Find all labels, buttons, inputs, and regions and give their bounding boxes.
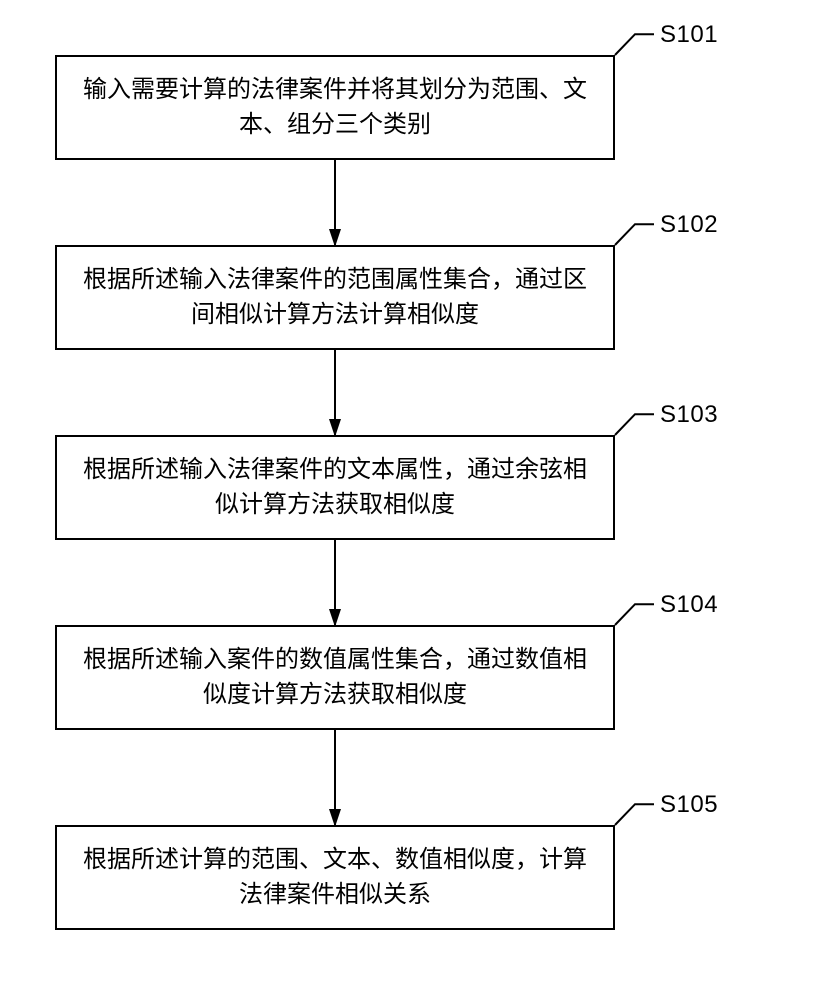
flow-step-S104: 根据所述输入案件的数值属性集合，通过数值相似度计算方法获取相似度 — [55, 625, 615, 730]
flow-step-text: 输入需要计算的法律案件并将其划分为范围、文本、组分三个类别 — [81, 73, 589, 143]
flow-step-S102: 根据所述输入法律案件的范围属性集合，通过区间相似计算方法计算相似度 — [55, 245, 615, 350]
flow-step-label-S103: S103 — [660, 401, 718, 429]
flow-step-text: 根据所述输入法律案件的文本属性，通过余弦相似计算方法获取相似度 — [81, 453, 589, 523]
label-leader — [615, 804, 654, 825]
flow-step-text: 根据所述输入案件的数值属性集合，通过数值相似度计算方法获取相似度 — [81, 643, 589, 713]
flow-step-label-S102: S102 — [660, 211, 718, 239]
flow-step-text: 根据所述输入法律案件的范围属性集合，通过区间相似计算方法计算相似度 — [81, 263, 589, 333]
flow-step-label-S105: S105 — [660, 791, 718, 819]
label-leader — [615, 224, 654, 245]
flow-step-S103: 根据所述输入法律案件的文本属性，通过余弦相似计算方法获取相似度 — [55, 435, 615, 540]
flow-step-text: 根据所述计算的范围、文本、数值相似度，计算法律案件相似关系 — [81, 843, 589, 913]
flow-step-S101: 输入需要计算的法律案件并将其划分为范围、文本、组分三个类别 — [55, 55, 615, 160]
label-leader — [615, 414, 654, 435]
flow-step-S105: 根据所述计算的范围、文本、数值相似度，计算法律案件相似关系 — [55, 825, 615, 930]
label-leader — [615, 34, 654, 55]
label-leader — [615, 604, 654, 625]
flow-step-label-S101: S101 — [660, 21, 718, 49]
flow-step-label-S104: S104 — [660, 591, 718, 619]
